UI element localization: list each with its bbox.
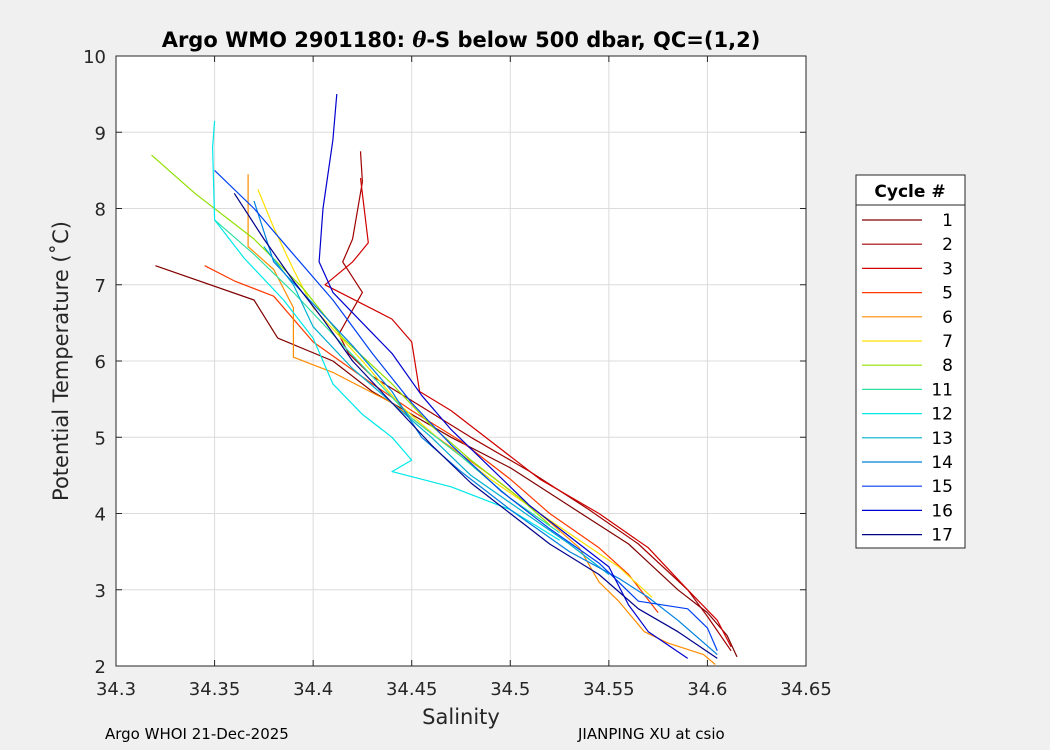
series-line-cycle-12 <box>212 120 560 541</box>
legend-label-cycle-2: 2 <box>942 235 953 255</box>
series-line-cycle-13 <box>263 246 610 575</box>
legend-label-cycle-3: 3 <box>942 259 953 279</box>
axis-ticks: 34.3 34.35 34.4 34.45 34.5 34.55 34.6 34.65 2 3 4 5… <box>83 47 832 700</box>
y-tick-label: 4 <box>95 505 106 526</box>
legend-label-cycle-17: 17 <box>931 526 953 546</box>
legend-label-cycle-11: 11 <box>931 380 953 400</box>
x-axis-label: Salinity <box>422 705 500 729</box>
legend-label-cycle-5: 5 <box>942 284 953 304</box>
legend-label-cycle-15: 15 <box>931 477 953 497</box>
series-group <box>151 94 738 665</box>
series-line-cycle-7 <box>257 189 653 598</box>
x-tick-label: 34.35 <box>189 679 241 700</box>
y-tick-label: 10 <box>83 47 106 68</box>
legend-label-cycle-12: 12 <box>931 405 953 425</box>
x-tick-label: 34.55 <box>583 679 635 700</box>
series-line-cycle-2 <box>338 151 732 652</box>
chart-title-prefix: Argo WMO 2901180: <box>162 28 413 52</box>
legend-label-cycle-14: 14 <box>931 453 953 473</box>
series-line-cycle-15 <box>214 169 718 652</box>
legend-label-cycle-8: 8 <box>942 356 953 376</box>
y-axis-label: Potential Temperature (˚C) <box>49 221 73 501</box>
y-tick-label: 3 <box>95 581 106 602</box>
series-line-cycle-14 <box>253 200 718 656</box>
series-line-cycle-5 <box>204 265 659 613</box>
chart-title: Argo WMO 2901180: θ-S below 500 dbar, QC… <box>162 27 761 52</box>
footer-left: Argo WHOI 21-Dec-2025 <box>105 725 289 743</box>
series-line-cycle-16 <box>318 94 689 659</box>
y-tick-label: 5 <box>95 428 106 449</box>
y-tick-label: 2 <box>95 657 106 678</box>
chart-title-theta: θ <box>412 27 426 52</box>
chart-title-suffix: -S below 500 dbar, QC=(1,2) <box>426 28 760 52</box>
y-tick-label: 7 <box>95 276 106 297</box>
legend-label-cycle-6: 6 <box>942 308 953 328</box>
series-line-cycle-3 <box>324 177 732 648</box>
footer-right: JIANPING XU at csio <box>578 725 725 743</box>
legend-label-cycle-7: 7 <box>942 332 953 352</box>
legend-label-cycle-16: 16 <box>931 501 953 521</box>
legend-title: Cycle # <box>874 182 945 202</box>
y-tick-label: 9 <box>95 123 106 144</box>
x-tick-label: 34.65 <box>780 679 832 700</box>
x-tick-label: 34.5 <box>490 679 530 700</box>
y-tick-label: 8 <box>95 200 106 221</box>
x-tick-label: 34.6 <box>687 679 727 700</box>
legend-label-cycle-13: 13 <box>931 429 953 449</box>
legend-label-cycle-1: 1 <box>942 211 953 231</box>
x-tick-label: 34.4 <box>293 679 333 700</box>
series-line-cycle-17 <box>233 192 718 659</box>
series-line-cycle-8 <box>151 154 551 526</box>
x-tick-label: 34.45 <box>386 679 438 700</box>
y-tick-label: 6 <box>95 352 106 373</box>
x-tick-label: 34.3 <box>96 679 136 700</box>
